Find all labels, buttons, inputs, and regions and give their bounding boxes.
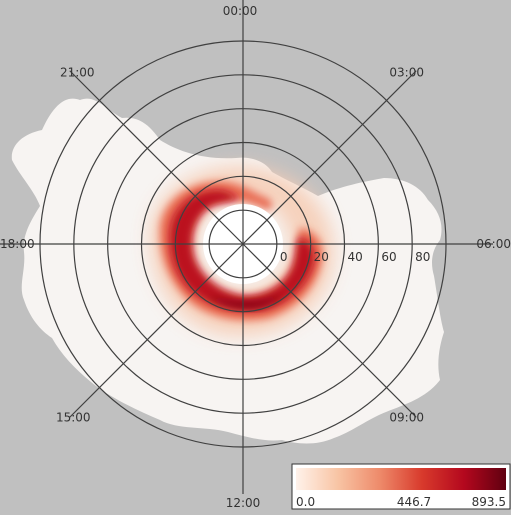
colorbar-gradient xyxy=(296,468,506,490)
time-label-4: 12:00 xyxy=(226,496,261,510)
colorbar-label-min: 0.0 xyxy=(296,495,315,509)
time-label-1: 03:00 xyxy=(389,65,424,79)
time-label-6: 18:00 xyxy=(0,237,35,251)
radial-tick-labels: 0 20 40 60 80 xyxy=(280,250,431,264)
time-label-0: 00:00 xyxy=(223,4,258,18)
time-label-3: 09:00 xyxy=(389,411,424,425)
radial-tick-label-4: 80 xyxy=(415,250,430,264)
time-label-7: 21:00 xyxy=(60,65,95,79)
colorbar: 0.0 446.7 893.5 xyxy=(291,463,511,510)
grid-spoke-1 xyxy=(242,70,417,245)
radial-tick-label-2: 40 xyxy=(348,250,363,264)
ring-peak xyxy=(206,294,284,309)
time-labels: 00:00 03:00 06:00 09:00 12:00 15:00 18:00 21:00 xyxy=(0,4,511,510)
radial-tick-label-1: 20 xyxy=(314,250,329,264)
radial-tick-label-0: 0 xyxy=(280,250,288,264)
polar-grid xyxy=(0,0,493,494)
time-label-5: 15:00 xyxy=(56,411,91,425)
colorbar-label-max: 893.5 xyxy=(472,495,506,509)
grid-spoke-3 xyxy=(242,243,417,418)
grid-spoke-7 xyxy=(69,70,244,245)
colorbar-label-mid: 446.7 xyxy=(397,495,431,509)
time-label-2: 06:00 xyxy=(476,237,511,251)
grid-spoke-5 xyxy=(69,243,244,418)
radial-tick-label-3: 60 xyxy=(381,250,396,264)
